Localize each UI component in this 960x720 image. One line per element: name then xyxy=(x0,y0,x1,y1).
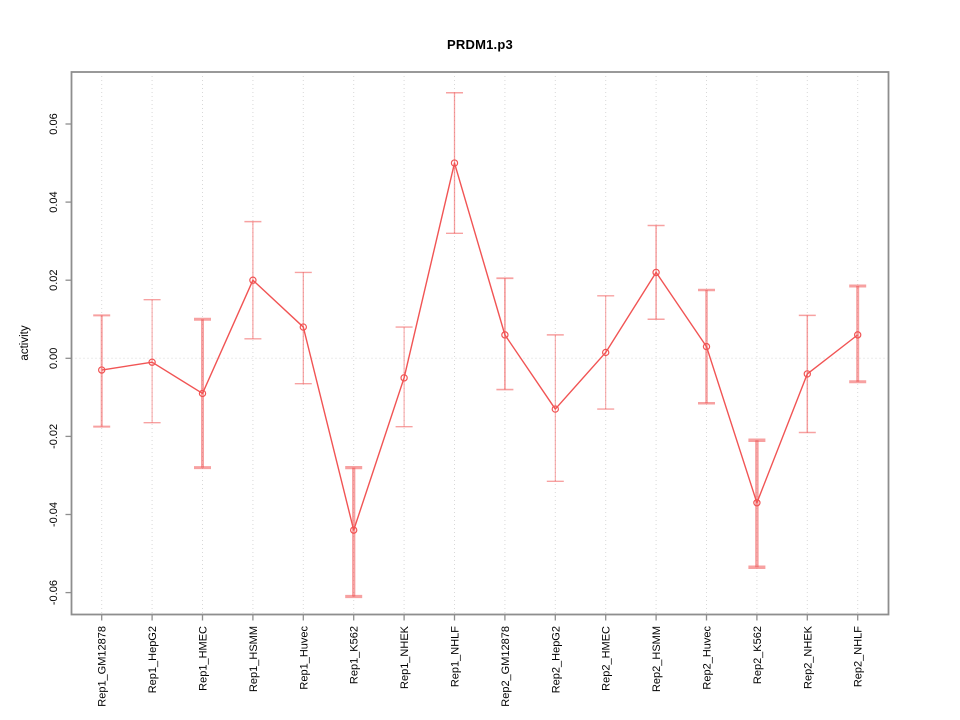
data-point-marker xyxy=(501,331,509,339)
data-point-marker xyxy=(148,358,156,366)
y-tick-label: 0.04 xyxy=(48,191,60,212)
chart-title: PRDM1.p3 xyxy=(447,37,513,52)
series-line xyxy=(101,162,859,531)
data-point-marker xyxy=(97,366,106,374)
x-tick-label: Rep2_Huvec xyxy=(702,626,714,690)
x-tick-label: Rep1_GM12878 xyxy=(97,626,109,707)
x-tick-label: Rep2_GM12878 xyxy=(500,626,512,707)
x-tick-label: Rep1_HSMM xyxy=(248,626,260,692)
data-point-marker xyxy=(350,526,358,534)
data-point-marker xyxy=(854,331,862,339)
data-point-marker xyxy=(249,276,257,284)
x-tick-label: Rep2_NHLF xyxy=(853,626,865,687)
data-point-marker xyxy=(702,342,711,351)
x-tick-label: Rep2_NHEK xyxy=(802,625,814,689)
x-tick-label: Rep1_NHLF xyxy=(450,626,462,687)
data-point-marker xyxy=(652,268,660,277)
data-point-marker xyxy=(753,499,761,507)
x-tick-label: Rep2_HSMM xyxy=(651,626,663,692)
x-tick-label: Rep1_K562 xyxy=(349,626,361,684)
x-tick-label: Rep1_Huvec xyxy=(298,626,310,690)
x-tick-label: Rep2_K562 xyxy=(752,626,764,684)
data-point-marker xyxy=(400,374,408,382)
data-point-marker xyxy=(299,323,307,331)
data-point-marker xyxy=(450,159,459,167)
data-point-marker xyxy=(602,348,610,357)
x-tick-label: Rep1_HepG2 xyxy=(147,626,159,693)
y-tick-label: -0.02 xyxy=(48,424,60,449)
y-tick-label: 0.06 xyxy=(48,113,60,134)
x-tick-label: Rep2_HMEC xyxy=(601,626,613,691)
y-tick-label: -0.04 xyxy=(48,502,60,527)
data-point-marker xyxy=(198,389,207,398)
y-tick-label: 0.00 xyxy=(48,348,60,369)
x-tick-label: Rep2_HepG2 xyxy=(550,626,562,693)
x-tick-label: Rep1_NHEK xyxy=(399,625,411,689)
plot-border xyxy=(70,71,890,616)
x-tick-label: Rep1_HMEC xyxy=(198,626,210,691)
y-tick-label: 0.02 xyxy=(48,269,60,290)
data-point-marker xyxy=(803,370,812,378)
data-point-marker xyxy=(551,405,560,413)
y-tick-label: -0.06 xyxy=(48,580,60,605)
